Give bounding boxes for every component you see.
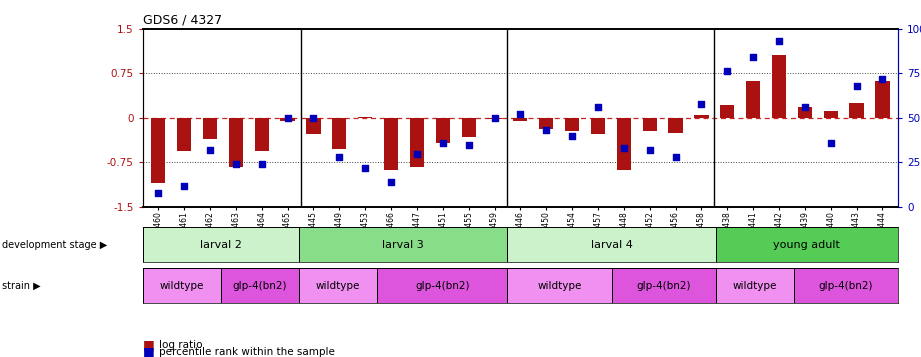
- Bar: [643, 118, 657, 131]
- Text: glp-4(bn2): glp-4(bn2): [819, 281, 873, 291]
- Point: [436, 140, 450, 146]
- Point: [513, 111, 528, 117]
- Point: [228, 161, 243, 167]
- Text: ■: ■: [143, 345, 155, 357]
- Point: [461, 142, 476, 147]
- Point: [358, 165, 373, 171]
- Bar: [772, 55, 787, 118]
- Point: [332, 154, 346, 160]
- Bar: [151, 118, 166, 183]
- Text: wildtype: wildtype: [732, 281, 777, 291]
- Point: [384, 179, 399, 185]
- Point: [849, 83, 864, 89]
- Text: log ratio: log ratio: [159, 340, 203, 350]
- Bar: [410, 118, 424, 167]
- Bar: [436, 118, 449, 143]
- Bar: [507, 227, 716, 262]
- Text: larval 4: larval 4: [590, 240, 633, 250]
- Bar: [299, 227, 507, 262]
- Point: [177, 183, 192, 188]
- Point: [590, 104, 605, 110]
- Point: [798, 104, 812, 110]
- Point: [823, 140, 838, 146]
- Point: [254, 161, 269, 167]
- Text: young adult: young adult: [774, 240, 840, 250]
- Bar: [143, 227, 299, 262]
- Text: wildtype: wildtype: [537, 281, 582, 291]
- Bar: [281, 118, 295, 121]
- Bar: [716, 227, 898, 262]
- Point: [487, 115, 502, 121]
- Bar: [539, 118, 554, 129]
- Point: [203, 147, 217, 153]
- Bar: [694, 115, 708, 118]
- Text: larval 2: larval 2: [200, 240, 242, 250]
- Bar: [377, 268, 507, 303]
- Bar: [384, 118, 398, 170]
- Bar: [746, 81, 760, 118]
- Bar: [565, 118, 579, 131]
- Bar: [591, 118, 605, 135]
- Bar: [875, 81, 890, 118]
- Bar: [507, 268, 612, 303]
- Bar: [228, 118, 243, 167]
- Point: [642, 147, 657, 153]
- Bar: [203, 118, 217, 139]
- Bar: [794, 268, 898, 303]
- Bar: [332, 118, 346, 149]
- Point: [694, 101, 709, 106]
- Point: [746, 54, 761, 60]
- Point: [280, 115, 295, 121]
- Text: glp-4(bn2): glp-4(bn2): [636, 281, 691, 291]
- Point: [306, 115, 321, 121]
- Bar: [487, 118, 502, 119]
- Point: [720, 69, 735, 74]
- Bar: [358, 117, 372, 118]
- Text: development stage ▶: development stage ▶: [2, 240, 107, 250]
- Bar: [716, 268, 794, 303]
- Bar: [307, 118, 321, 135]
- Point: [410, 151, 425, 156]
- Point: [772, 38, 787, 44]
- Text: ■: ■: [143, 338, 155, 351]
- Bar: [143, 268, 221, 303]
- Text: glp-4(bn2): glp-4(bn2): [415, 281, 470, 291]
- Bar: [513, 118, 528, 121]
- Point: [565, 133, 579, 139]
- Text: glp-4(bn2): glp-4(bn2): [233, 281, 287, 291]
- Point: [616, 145, 631, 151]
- Bar: [617, 118, 631, 170]
- Bar: [299, 268, 377, 303]
- Text: larval 3: larval 3: [382, 240, 424, 250]
- Point: [539, 127, 554, 133]
- Bar: [849, 103, 864, 118]
- Bar: [720, 105, 734, 118]
- Bar: [221, 268, 299, 303]
- Bar: [669, 118, 682, 133]
- Text: wildtype: wildtype: [316, 281, 360, 291]
- Point: [668, 154, 682, 160]
- Text: strain ▶: strain ▶: [2, 281, 41, 291]
- Bar: [177, 118, 192, 151]
- Bar: [823, 111, 838, 118]
- Text: GDS6 / 4327: GDS6 / 4327: [143, 13, 222, 26]
- Bar: [461, 118, 476, 137]
- Bar: [798, 107, 812, 118]
- Point: [875, 76, 890, 81]
- Text: percentile rank within the sample: percentile rank within the sample: [159, 347, 335, 357]
- Bar: [254, 118, 269, 151]
- Bar: [612, 268, 716, 303]
- Text: wildtype: wildtype: [159, 281, 204, 291]
- Point: [151, 190, 166, 196]
